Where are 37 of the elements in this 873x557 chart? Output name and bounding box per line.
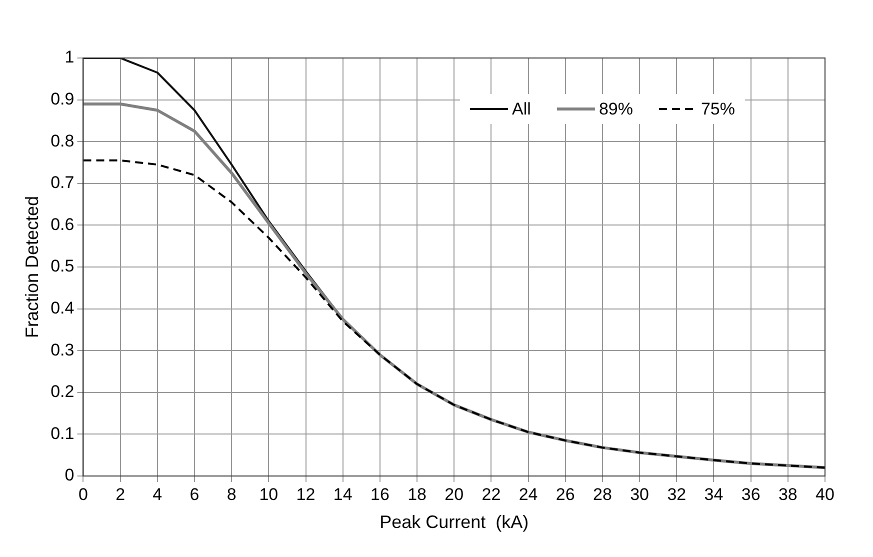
legend-label: 89% — [598, 100, 633, 119]
y-tick-label: 0.9 — [50, 89, 74, 108]
x-tick-label: 32 — [667, 484, 686, 504]
legend-label: All — [512, 100, 531, 119]
y-tick-label: 1 — [64, 48, 74, 67]
x-tick-label: 10 — [259, 484, 278, 504]
y-tick-label: 0.3 — [50, 340, 74, 360]
x-tick-label: 18 — [408, 484, 426, 504]
x-tick-label: 36 — [741, 484, 760, 504]
x-tick-label: 24 — [518, 484, 538, 504]
y-tick-label: 0 — [64, 466, 74, 485]
x-tick-label: 28 — [593, 484, 612, 504]
x-tick-label: 22 — [482, 484, 501, 504]
x-tick-label: 20 — [444, 484, 464, 504]
x-tick-label: 16 — [370, 484, 390, 504]
x-tick-label: 38 — [778, 484, 798, 504]
y-tick-label: 0.4 — [50, 298, 74, 318]
x-tick-label: 6 — [190, 484, 200, 504]
x-tick-label: 30 — [630, 484, 650, 504]
legend-label: 75% — [700, 100, 736, 119]
x-tick-label: 34 — [704, 484, 724, 504]
y-tick-label: 0.6 — [50, 214, 74, 234]
y-tick-label: 0.7 — [50, 173, 74, 192]
x-tick-label: 0 — [78, 484, 88, 504]
x-tick-label: 40 — [816, 484, 834, 504]
y-axis-title: Fraction Detected — [22, 196, 42, 338]
x-tick-label: 14 — [333, 484, 352, 504]
y-tick-label: 0.5 — [50, 256, 74, 276]
x-tick-label: 4 — [152, 484, 162, 504]
x-tick-label: 26 — [556, 484, 575, 504]
x-tick-label: 8 — [226, 484, 236, 504]
x-axis-title: Peak Current (kA) — [380, 512, 529, 532]
y-tick-label: 0.8 — [50, 131, 74, 150]
y-tick-label: 0.2 — [50, 382, 74, 402]
x-tick-label: 2 — [116, 484, 126, 504]
x-tick-label: 12 — [296, 484, 316, 504]
y-tick-label: 0.1 — [50, 424, 74, 443]
